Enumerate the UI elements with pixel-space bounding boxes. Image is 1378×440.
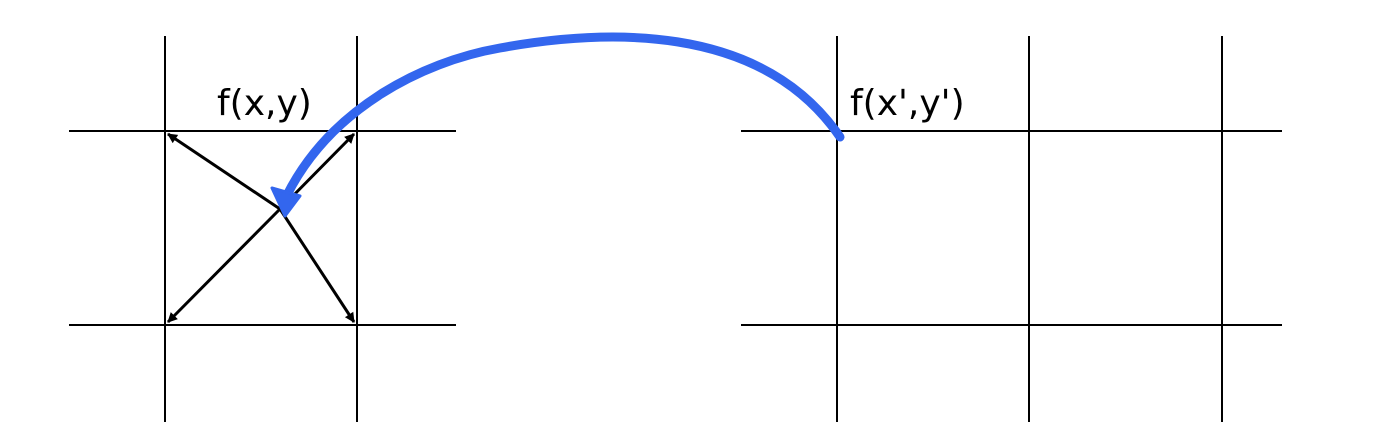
target-grid (741, 36, 1282, 422)
mapping-arrow (270, 32, 845, 218)
target-label: f(x',y') (850, 83, 965, 124)
arrow-to-bottom-right (278, 208, 356, 323)
neighbor-arrows (166, 132, 356, 324)
source-label: f(x,y) (217, 83, 312, 124)
arrow-to-bottom-left (166, 207, 282, 324)
mapping-arrow-curve (282, 32, 845, 200)
source-grid (69, 36, 456, 422)
mapping-arrow-head (270, 186, 302, 218)
arrow-to-top-left (167, 132, 281, 211)
